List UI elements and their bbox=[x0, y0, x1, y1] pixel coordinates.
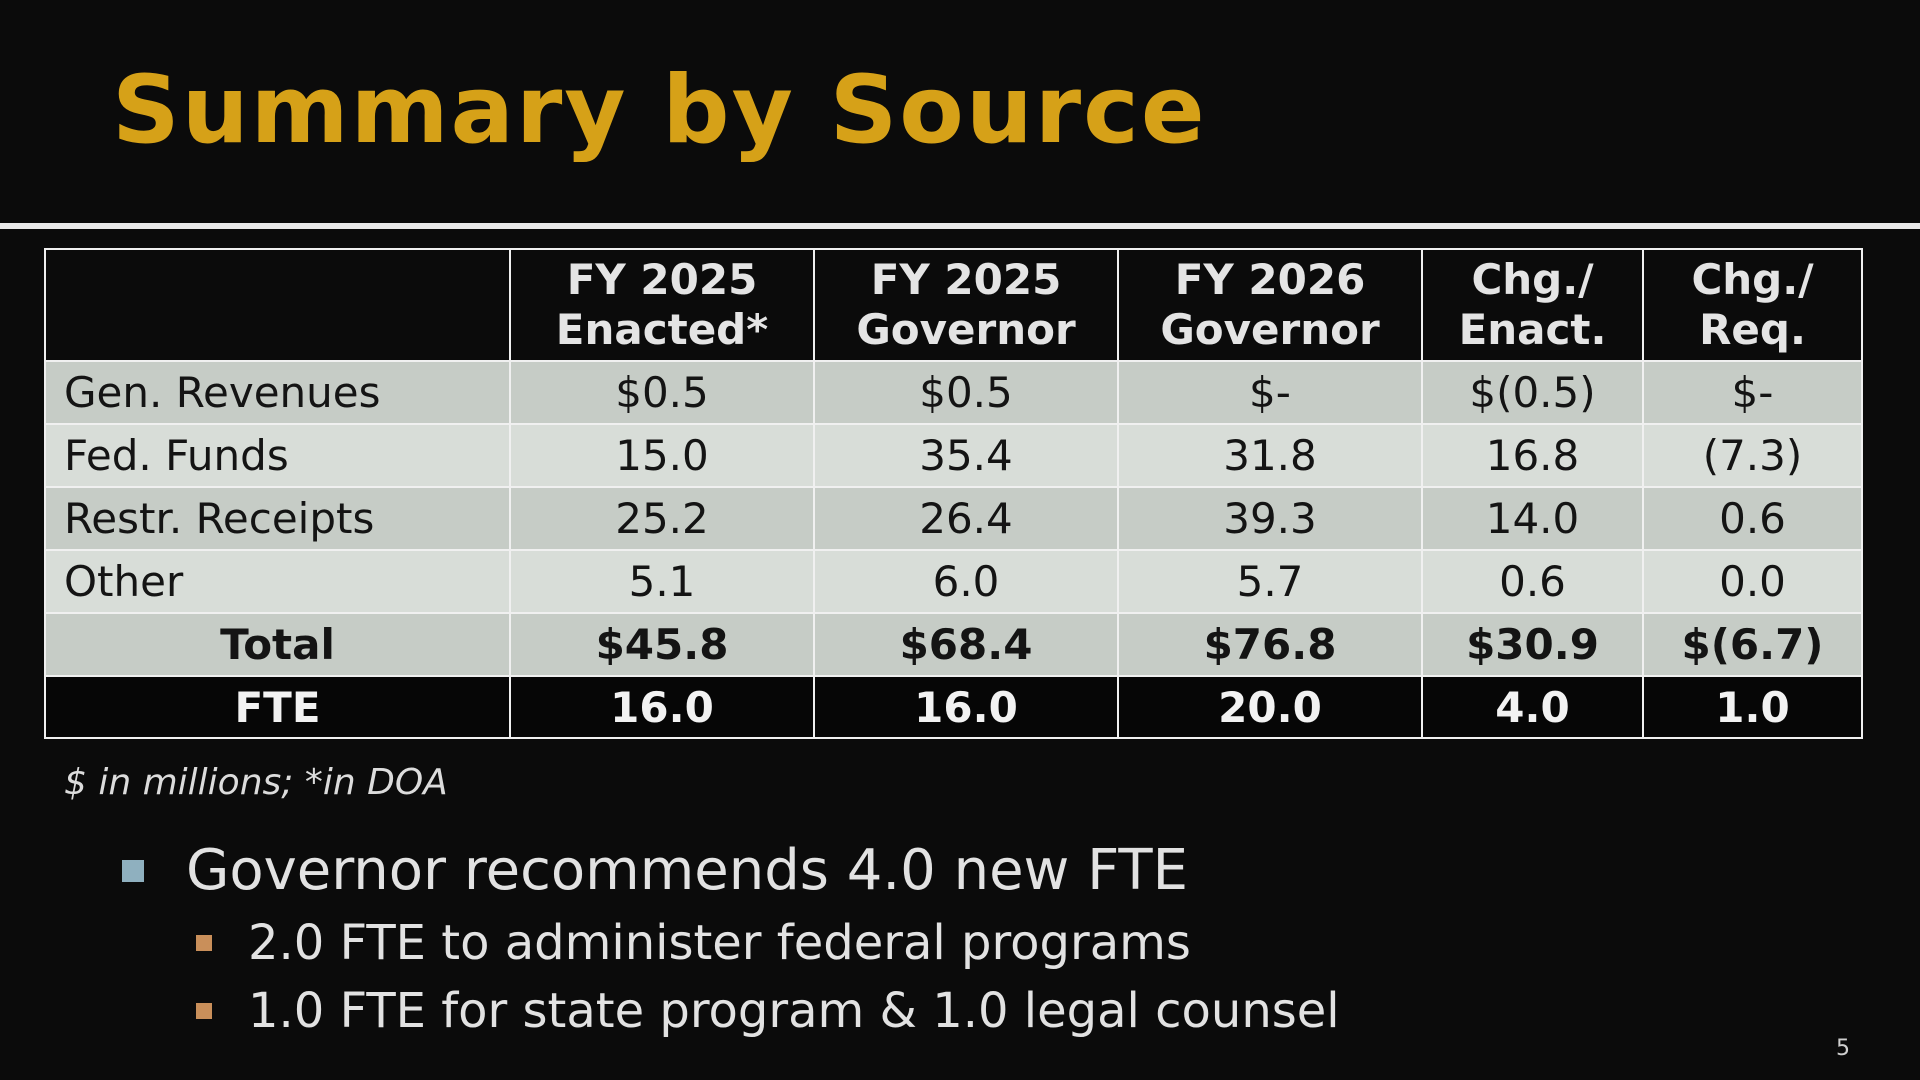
row-label: Gen. Revenues bbox=[44, 360, 511, 425]
header-fy2025-governor: FY 2025 Governor bbox=[813, 248, 1119, 362]
square-bullet-icon bbox=[196, 1003, 212, 1019]
table-cell: 1.0 bbox=[1642, 675, 1863, 739]
table-cell: 15.0 bbox=[509, 423, 815, 488]
table-header-row: FY 2025 Enacted* FY 2025 Governor FY 2026 G… bbox=[44, 248, 1863, 362]
square-bullet-icon bbox=[122, 859, 144, 882]
table-cell: $(6.7) bbox=[1642, 612, 1863, 677]
table-cell: $0.5 bbox=[813, 360, 1119, 425]
table-cell: 26.4 bbox=[813, 486, 1119, 551]
bullet-sub-2: 1.0 FTE for state program & 1.0 legal co… bbox=[196, 983, 1340, 1039]
header-fy2026-governor: FY 2026 Governor bbox=[1117, 248, 1423, 362]
bullet-sub-1: 2.0 FTE to administer federal programs bbox=[196, 915, 1191, 971]
table-cell: 0.6 bbox=[1642, 486, 1863, 551]
square-bullet-icon bbox=[196, 935, 212, 951]
table-row-gen-revenues: Gen. Revenues $0.5 $0.5 $- $(0.5) $- bbox=[44, 360, 1863, 425]
table-cell: $68.4 bbox=[813, 612, 1119, 677]
header-line: Chg./ bbox=[1691, 255, 1814, 304]
table-cell: $45.8 bbox=[509, 612, 815, 677]
table-cell: 14.0 bbox=[1421, 486, 1644, 551]
table-cell: 39.3 bbox=[1117, 486, 1423, 551]
table-row-total: Total $45.8 $68.4 $76.8 $30.9 $(6.7) bbox=[44, 612, 1863, 677]
table-cell: 25.2 bbox=[509, 486, 815, 551]
header-line: Enacted* bbox=[555, 305, 769, 354]
header-line: FY 2026 bbox=[1174, 255, 1366, 304]
bullet-main-text: Governor recommends 4.0 new FTE bbox=[186, 838, 1188, 903]
table-cell: (7.3) bbox=[1642, 423, 1863, 488]
header-fy2025-enacted: FY 2025 Enacted* bbox=[509, 248, 815, 362]
header-chg-req: Chg./Req. bbox=[1642, 248, 1863, 362]
header-line: Governor bbox=[1160, 305, 1380, 354]
summary-table: FY 2025 Enacted* FY 2025 Governor FY 2026 G… bbox=[44, 248, 1863, 739]
header-line: FY 2025 bbox=[870, 255, 1062, 304]
table-cell: 20.0 bbox=[1117, 675, 1423, 739]
table-cell: 31.8 bbox=[1117, 423, 1423, 488]
row-label: FTE bbox=[44, 675, 511, 739]
header-line: Chg./ bbox=[1471, 255, 1594, 304]
row-label: Fed. Funds bbox=[44, 423, 511, 488]
summary-table-container: FY 2025 Enacted* FY 2025 Governor FY 2026 G… bbox=[44, 248, 1863, 739]
table-cell: 5.1 bbox=[509, 549, 815, 614]
table-row-fte: FTE 16.0 16.0 20.0 4.0 1.0 bbox=[44, 675, 1863, 739]
page-number: 5 bbox=[1836, 1036, 1850, 1061]
header-empty-corner bbox=[44, 248, 511, 362]
table-cell: 16.0 bbox=[509, 675, 815, 739]
table-cell: 35.4 bbox=[813, 423, 1119, 488]
table-cell: 0.0 bbox=[1642, 549, 1863, 614]
slide-title: Summary by Source bbox=[112, 56, 1207, 165]
table-row-restr-receipts: Restr. Receipts 25.2 26.4 39.3 14.0 0.6 bbox=[44, 486, 1863, 551]
header-chg-enact: Chg./Enact. bbox=[1421, 248, 1644, 362]
bullet-main: Governor recommends 4.0 new FTE bbox=[122, 838, 1188, 903]
table-cell: 16.8 bbox=[1421, 423, 1644, 488]
table-cell: 6.0 bbox=[813, 549, 1119, 614]
table-cell: $0.5 bbox=[509, 360, 815, 425]
bullet-sub-text: 1.0 FTE for state program & 1.0 legal co… bbox=[248, 983, 1340, 1039]
header-line: Governor bbox=[856, 305, 1076, 354]
table-cell: $76.8 bbox=[1117, 612, 1423, 677]
table-cell: $- bbox=[1642, 360, 1863, 425]
header-line: Req. bbox=[1699, 305, 1806, 354]
table-cell: 4.0 bbox=[1421, 675, 1644, 739]
table-cell: $30.9 bbox=[1421, 612, 1644, 677]
table-cell: 0.6 bbox=[1421, 549, 1644, 614]
table-cell: 5.7 bbox=[1117, 549, 1423, 614]
row-label: Other bbox=[44, 549, 511, 614]
bullet-sub-text: 2.0 FTE to administer federal programs bbox=[248, 915, 1191, 971]
title-divider bbox=[0, 223, 1920, 229]
table-footnote: $ in millions; *in DOA bbox=[64, 762, 448, 803]
table-cell: $- bbox=[1117, 360, 1423, 425]
header-line: Enact. bbox=[1458, 305, 1607, 354]
table-row-other: Other 5.1 6.0 5.7 0.6 0.0 bbox=[44, 549, 1863, 614]
row-label: Total bbox=[44, 612, 511, 677]
table-cell: 16.0 bbox=[813, 675, 1119, 739]
table-cell: $(0.5) bbox=[1421, 360, 1644, 425]
table-row-fed-funds: Fed. Funds 15.0 35.4 31.8 16.8 (7.3) bbox=[44, 423, 1863, 488]
row-label: Restr. Receipts bbox=[44, 486, 511, 551]
header-line: FY 2025 bbox=[566, 255, 758, 304]
